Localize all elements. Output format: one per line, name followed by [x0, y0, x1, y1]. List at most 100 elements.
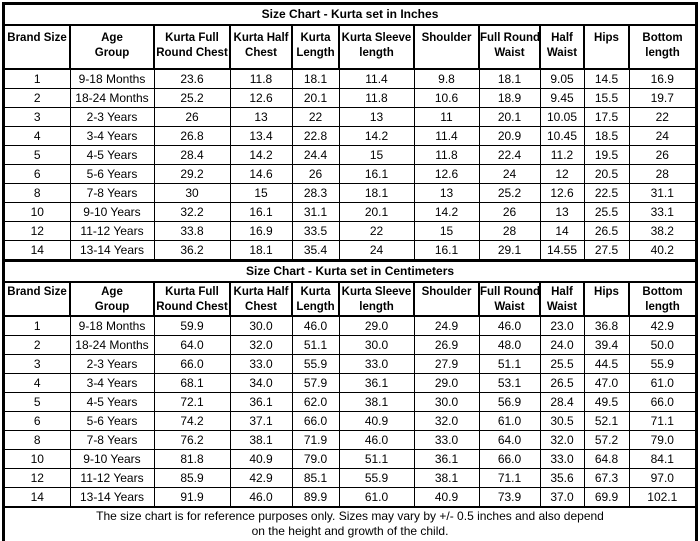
- cell: 40.9: [229, 449, 293, 469]
- cell: 6: [4, 411, 71, 431]
- cell: 85.9: [153, 468, 231, 488]
- cell: 61.0: [338, 487, 415, 507]
- table-row: 12 11-12 Years 33.8 16.9 33.5 22 15 28 14 26.5 38.…: [4, 221, 696, 241]
- table-row: 1 9-18 Months 23.6 11.8 18.1 11.4 9.8 18.1 9.05 1…: [4, 68, 696, 89]
- cell: 71.9: [291, 430, 340, 450]
- cell: 2-3 Years: [69, 107, 155, 127]
- cell: 10.45: [539, 126, 585, 146]
- cell: 30.0: [229, 315, 293, 336]
- disclaimer-line-1: The size chart is for reference purposes…: [96, 509, 604, 523]
- cell: 17.5: [583, 107, 630, 127]
- cell: 23.0: [539, 315, 585, 336]
- cell: 67.3: [583, 468, 630, 488]
- cell: 46.0: [229, 487, 293, 507]
- cell: 102.1: [628, 487, 696, 507]
- cell: 32.0: [413, 411, 480, 431]
- cell: 42.9: [229, 468, 293, 488]
- table-row: 8 7-8 Years 30 15 28.3 18.1 13 25.2 12.6 22.5 31.1: [4, 183, 696, 203]
- cell: 46.0: [338, 430, 415, 450]
- cell: 40.9: [338, 411, 415, 431]
- cell: 12: [539, 164, 585, 184]
- cell: 32.0: [229, 335, 293, 355]
- cell: 33.1: [628, 202, 696, 222]
- column-header: Full Round Waist: [478, 281, 541, 317]
- cell: 25.5: [539, 354, 585, 374]
- cell: 6: [4, 164, 71, 184]
- cell: 40.9: [413, 487, 480, 507]
- cell: 51.1: [338, 449, 415, 469]
- cell: 27.9: [413, 354, 480, 374]
- cell: 14.2: [229, 145, 293, 165]
- cell: 9.05: [539, 68, 585, 89]
- cell: 27.5: [583, 240, 630, 260]
- cell: 16.1: [413, 240, 480, 260]
- cell: 26: [628, 145, 696, 165]
- column-header: Half Waist: [539, 24, 585, 70]
- cell: 24: [478, 164, 541, 184]
- cell: 36.2: [153, 240, 231, 260]
- column-header: Brand Size: [4, 24, 71, 70]
- cell: 56.9: [478, 392, 541, 412]
- cell: 28.4: [153, 145, 231, 165]
- cell: 13: [338, 107, 415, 127]
- column-header: Brand Size: [4, 281, 71, 317]
- cell: 3: [4, 107, 71, 127]
- disclaimer-note: The size chart is for reference purposes…: [5, 506, 695, 541]
- cell: 89.9: [291, 487, 340, 507]
- cell: 12.6: [413, 164, 480, 184]
- disclaimer-line-2: on the height and growth of the child.: [251, 524, 449, 538]
- cell: 29.2: [153, 164, 231, 184]
- column-header: Bottom length: [627, 24, 697, 70]
- cell: 18.1: [229, 240, 293, 260]
- cell: 46.0: [291, 315, 340, 336]
- cell: 2: [4, 335, 71, 355]
- cell: 34.0: [229, 373, 293, 393]
- cell: 53.1: [478, 373, 541, 393]
- cell: 3: [4, 354, 71, 374]
- cell: 32.0: [539, 430, 585, 450]
- cell: 15: [338, 145, 415, 165]
- cell: 3-4 Years: [69, 126, 155, 146]
- cell: 12: [4, 468, 71, 488]
- column-header: Bottom length: [627, 281, 697, 317]
- cell: 50.0: [628, 335, 696, 355]
- cell: 33.0: [413, 430, 480, 450]
- column-header: Kurta Half Chest: [229, 281, 293, 317]
- cell: 14: [4, 487, 71, 507]
- cell: 14: [4, 240, 71, 260]
- cell: 26: [291, 164, 340, 184]
- cell: 25.2: [153, 88, 231, 108]
- table-row: 4 3-4 Years 26.8 13.4 22.8 14.2 11.4 20.9 10.45 1…: [4, 126, 696, 146]
- table-row: 14 13-14 Years 91.9 46.0 89.9 61.0 40.9 73.9 37.…: [4, 487, 696, 507]
- cell: 18.5: [583, 126, 630, 146]
- cell: 61.0: [478, 411, 541, 431]
- cell: 20.1: [338, 202, 415, 222]
- column-header-row: Brand Size Age Group Kurta Full Round Chest K…: [4, 281, 697, 317]
- cell: 12.6: [229, 88, 293, 108]
- cell: 16.1: [229, 202, 293, 222]
- cell: 18.1: [291, 68, 340, 89]
- cell: 49.5: [583, 392, 630, 412]
- table-body: 1 9-18 Months 59.9 30.0 46.0 29.0 24.9 46.0 23.0…: [4, 315, 696, 507]
- cell: 31.1: [628, 183, 696, 203]
- table-title: Size Chart - Kurta set in Inches: [4, 4, 696, 26]
- table-row: 8 7-8 Years 76.2 38.1 71.9 46.0 33.0 64.0 32.0 57…: [4, 430, 696, 450]
- cell: 55.9: [338, 468, 415, 488]
- cell: 5-6 Years: [69, 164, 155, 184]
- cell: 59.9: [153, 315, 231, 336]
- cell: 37.1: [229, 411, 293, 431]
- table-row: 5 4-5 Years 28.4 14.2 24.4 15 11.8 22.4 11.2 19.5…: [4, 145, 696, 165]
- table-row: 12 11-12 Years 85.9 42.9 85.1 55.9 38.1 71.1 35.…: [4, 468, 696, 488]
- cell: 64.0: [153, 335, 231, 355]
- cell: 28.4: [539, 392, 585, 412]
- cell: 66.0: [153, 354, 231, 374]
- size-chart-table-centimeters: Size Chart - Kurta set in Centimeters Br…: [4, 261, 697, 507]
- cell: 26.9: [413, 335, 480, 355]
- cell: 9-10 Years: [69, 449, 155, 469]
- cell: 4-5 Years: [69, 392, 155, 412]
- cell: 36.8: [583, 315, 630, 336]
- cell: 9.8: [413, 68, 480, 89]
- cell: 38.1: [338, 392, 415, 412]
- column-header: Shoulder: [413, 281, 480, 317]
- cell: 51.1: [478, 354, 541, 374]
